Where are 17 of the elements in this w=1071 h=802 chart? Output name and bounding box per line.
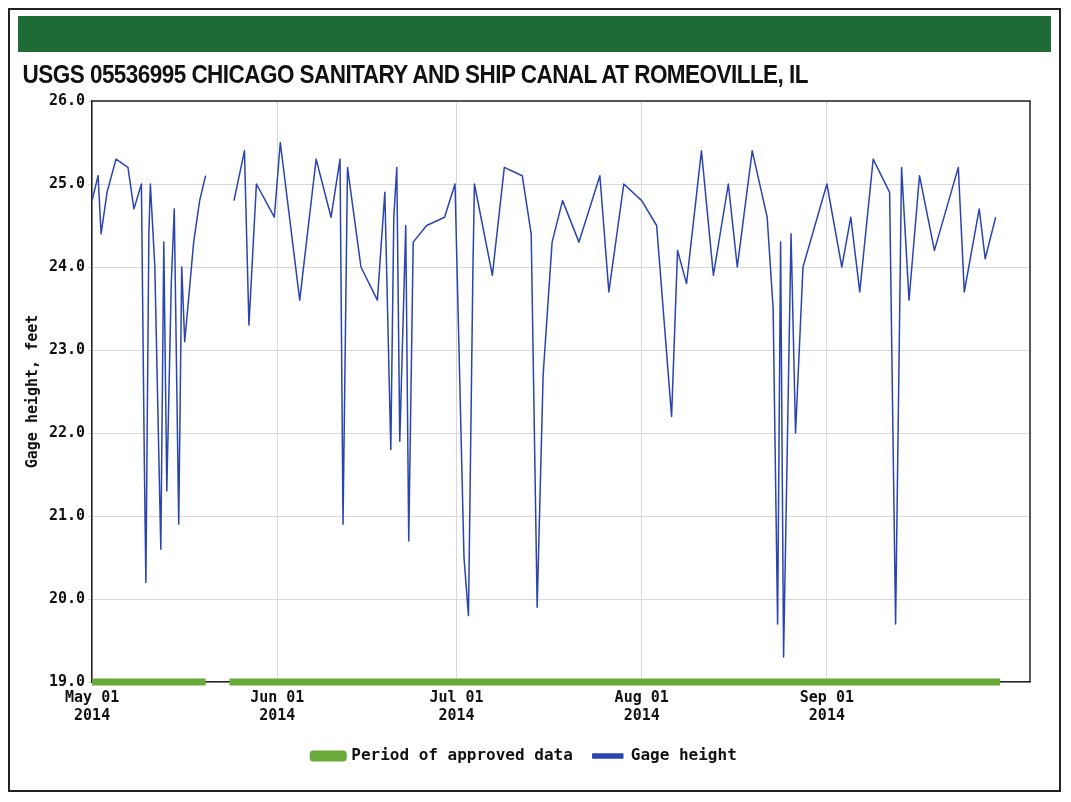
- y-tick-label: 24.0: [49, 256, 86, 275]
- legend-label: Period of approved data: [351, 745, 573, 765]
- legend-label: Gage height: [630, 745, 737, 765]
- y-tick-label: 20.0: [49, 588, 86, 607]
- y-tick-label: 25.0: [49, 173, 86, 192]
- y-tick-label: 22.0: [49, 422, 86, 441]
- y-tick-label: 19.0: [49, 671, 86, 690]
- x-tick-label: Sep 01 2014: [799, 687, 854, 724]
- x-tick-label: May 01 2014: [65, 687, 120, 724]
- x-tick-label: Jun 01 2014: [250, 687, 305, 724]
- y-tick-label: 23.0: [49, 339, 86, 358]
- y-tick-label: 21.0: [49, 505, 86, 524]
- y-tick-label: 26.0: [49, 90, 86, 109]
- chart-title: USGS 05536995 CHICAGO SANITARY AND SHIP CANAL AT ROMEOVILLE, IL: [21, 59, 809, 89]
- y-axis-title: Gage height, feet: [22, 314, 41, 469]
- x-tick-label: Aug 01 2014: [614, 687, 669, 724]
- x-tick-label: Jul 01 2014: [429, 687, 484, 724]
